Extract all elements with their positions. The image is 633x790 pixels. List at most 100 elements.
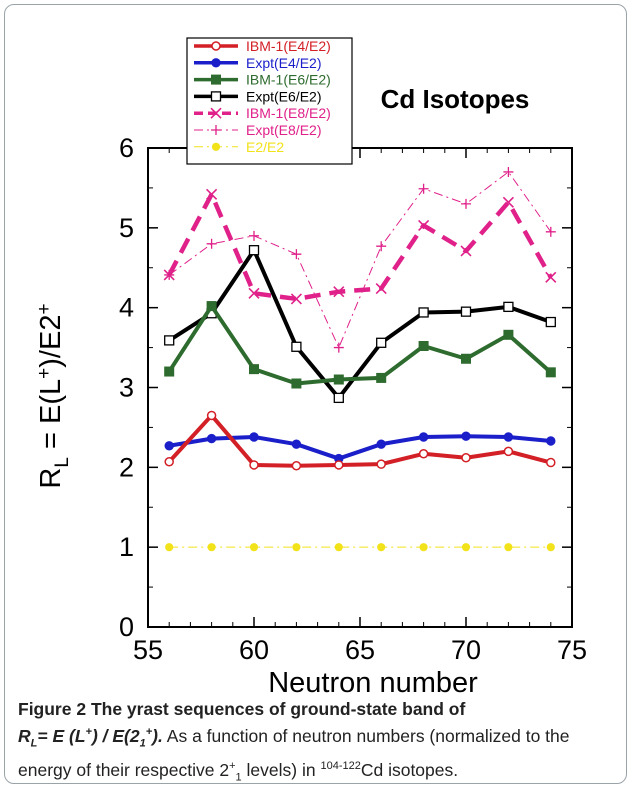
series-line bbox=[168, 248, 552, 400]
data-point-marker bbox=[503, 446, 514, 457]
series-ibm-1-e8-e2- bbox=[163, 188, 557, 305]
figure-title: The yrast sequences of ground-state band… bbox=[90, 699, 466, 719]
data-point-marker bbox=[207, 543, 216, 552]
legend-label: Expt(E6/E2) bbox=[246, 88, 321, 104]
series-line bbox=[167, 413, 552, 468]
data-point-marker bbox=[418, 340, 429, 351]
data-point-marker bbox=[545, 271, 557, 283]
series-expt-e6-e2- bbox=[164, 245, 556, 404]
data-point-marker bbox=[376, 241, 387, 252]
data-point-marker bbox=[333, 286, 345, 298]
data-point-marker bbox=[545, 316, 556, 328]
data-point-marker bbox=[210, 91, 222, 102]
y-tick-label: 2 bbox=[119, 452, 134, 482]
data-point-marker bbox=[249, 460, 259, 470]
y-tick-label: 6 bbox=[119, 133, 134, 163]
series-e2-e2 bbox=[165, 543, 555, 552]
data-point-marker bbox=[249, 432, 259, 442]
y-axis-label: RL = E(L+)/E2+ bbox=[34, 303, 73, 488]
data-point-marker bbox=[376, 439, 386, 449]
series-ibm-1-e6-e2- bbox=[164, 301, 556, 389]
series-ibm-1-e4-e2- bbox=[164, 410, 556, 471]
data-point-marker bbox=[164, 456, 174, 467]
data-point-marker bbox=[375, 282, 387, 295]
caption-formula: RL= E (L+) / E(21+). bbox=[18, 725, 163, 750]
data-point-marker bbox=[545, 367, 556, 378]
data-point-marker bbox=[461, 453, 471, 463]
data-point-marker bbox=[376, 459, 386, 469]
y-tick-label: 5 bbox=[119, 213, 134, 243]
legend-label: IBM-1(E8/E2) bbox=[246, 105, 331, 121]
data-point-marker bbox=[206, 188, 218, 200]
data-point-marker bbox=[206, 410, 217, 421]
chart: 55 60 65 70 75 0 1 2 3 4 5 6 IBM-1(E4/E2)Expt(E4/E2… bbox=[34, 37, 587, 699]
data-point-marker bbox=[291, 249, 302, 260]
data-point-marker bbox=[546, 457, 556, 468]
data-point-marker bbox=[211, 74, 221, 85]
y-tick-label: 0 bbox=[119, 612, 134, 642]
series-expt-e4-e2- bbox=[164, 431, 556, 464]
data-point-marker bbox=[418, 449, 429, 459]
data-point-marker bbox=[164, 335, 175, 346]
x-tick-label: 55 bbox=[133, 635, 163, 665]
data-point-marker bbox=[206, 301, 217, 312]
data-point-marker bbox=[206, 238, 217, 249]
data-point-marker bbox=[546, 436, 556, 446]
x-tick-label: 70 bbox=[451, 635, 481, 665]
data-point-marker bbox=[503, 432, 514, 442]
data-point-marker bbox=[290, 293, 302, 305]
y-axis-label-part: + bbox=[34, 303, 55, 314]
data-point-marker bbox=[419, 543, 428, 552]
x-tick-label: 60 bbox=[239, 635, 269, 665]
series-line bbox=[167, 192, 553, 302]
y-axis-label-part: R bbox=[35, 468, 67, 489]
caption-body: As a function of neutron numbers (normal… bbox=[18, 725, 570, 784]
data-point-marker bbox=[418, 432, 429, 442]
data-point-marker bbox=[502, 196, 514, 208]
figure-caption: Figure 2 The yrast sequences of ground-s… bbox=[18, 698, 618, 790]
data-point-marker bbox=[291, 460, 302, 471]
data-point-marker bbox=[460, 306, 472, 317]
series-layer bbox=[163, 166, 557, 552]
x-axis-label: Neutron number bbox=[268, 667, 478, 699]
y-axis-label-part: )/E2 bbox=[35, 315, 67, 368]
data-point-marker bbox=[334, 460, 344, 470]
figure-label: Figure 2 bbox=[18, 699, 87, 719]
x-tick-label: 75 bbox=[557, 635, 587, 665]
plot-frame bbox=[147, 147, 573, 628]
data-point-marker bbox=[546, 543, 555, 552]
data-point-marker bbox=[249, 364, 259, 375]
data-point-marker bbox=[291, 378, 302, 389]
data-point-marker bbox=[333, 342, 344, 353]
data-point-marker bbox=[164, 366, 175, 377]
data-point-marker bbox=[460, 245, 472, 257]
data-point-marker bbox=[461, 353, 471, 364]
data-point-marker bbox=[211, 41, 221, 51]
data-point-marker bbox=[376, 372, 387, 383]
data-point-marker bbox=[333, 374, 344, 385]
legend-label: E2/E2 bbox=[246, 139, 284, 155]
data-point-marker bbox=[211, 142, 221, 151]
series-line bbox=[167, 304, 553, 386]
data-point-marker bbox=[248, 287, 260, 299]
data-point-marker bbox=[545, 226, 556, 237]
data-point-marker bbox=[503, 329, 514, 340]
data-point-marker bbox=[418, 219, 430, 232]
y-tick-label: 4 bbox=[119, 293, 134, 323]
legend: IBM-1(E4/E2)Expt(E4/E2)IBM-1(E6/E2)Expt(… bbox=[186, 37, 353, 165]
data-point-marker bbox=[377, 543, 386, 552]
data-point-marker bbox=[418, 307, 429, 318]
data-point-marker bbox=[376, 337, 387, 348]
data-point-marker bbox=[503, 301, 514, 313]
data-point-marker bbox=[503, 166, 514, 177]
y-axis-label-part: L bbox=[52, 457, 73, 468]
legend-label: IBM-1(E6/E2) bbox=[246, 72, 331, 88]
y-axis-label-part: + bbox=[34, 368, 55, 379]
data-point-marker bbox=[165, 543, 174, 552]
data-point-marker bbox=[211, 125, 221, 135]
chart-title: Cd Isotopes bbox=[381, 84, 530, 114]
data-point-marker bbox=[504, 543, 513, 552]
data-point-marker bbox=[163, 269, 175, 281]
data-point-marker bbox=[249, 230, 259, 241]
series-line bbox=[168, 171, 552, 349]
